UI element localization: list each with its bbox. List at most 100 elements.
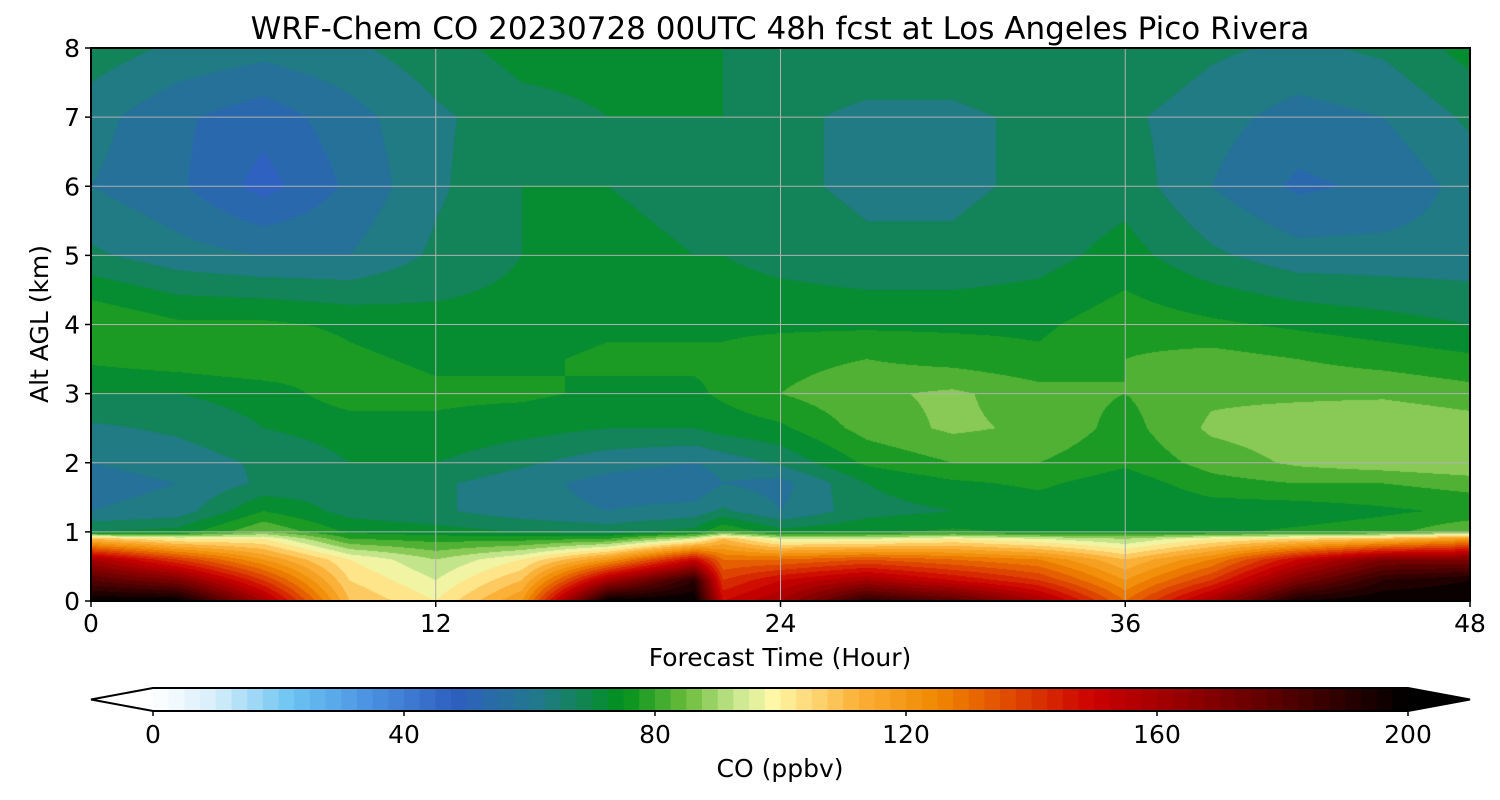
colorbar-bin [325,688,342,711]
colorbar-bin [1204,688,1221,711]
colorbar-bin [670,688,687,711]
colorbar-bin [937,688,954,711]
colorbar-bin [435,688,452,711]
colorbar-bin [874,688,891,711]
colorbar-bin [827,688,844,711]
colorbar-bin [1251,688,1268,711]
colorbar-bin [278,688,295,711]
colorbar-bin [404,688,421,711]
colorbar-bin [545,688,562,711]
colorbar-bin [231,688,248,711]
colorbar-bin [309,688,327,711]
colorbar-bin [1392,688,1409,711]
y-tick-label: 6 [64,172,80,201]
colorbar-bin [1376,688,1393,711]
x-axis-label: Forecast Time (Hour) [649,643,912,672]
colorbar-bin [953,688,970,711]
colorbar-tick-label: 120 [882,720,930,749]
colorbar-bin [200,688,217,711]
colorbar-bin [341,688,358,711]
colorbar-bin [482,688,499,711]
y-tick-label: 7 [64,103,80,132]
colorbar-bin [1219,688,1237,711]
colorbar-bin [717,688,735,711]
colorbar-extend-low [91,688,153,711]
colorbar-bin [1000,688,1017,711]
colorbar-bin [1078,688,1095,711]
colorbar-extend-high [1408,688,1470,711]
y-axis-label: Alt AGL (km) [25,245,54,403]
colorbar-tick-label: 160 [1133,720,1181,749]
colorbar-bin [560,688,578,711]
colorbar-bin [1141,688,1158,711]
colorbar-bin [984,688,1001,711]
colorbar-bin [811,688,829,711]
colorbar-bin [168,688,185,711]
colorbar-bin [639,688,656,711]
colorbar-bin [451,688,468,711]
colorbar-bin [1360,688,1378,711]
colorbar-bin [1329,688,1346,711]
colorbar: 0 40 80 120 160 200 [90,687,1471,749]
colorbar-bin [1109,688,1127,711]
y-tick-label: 8 [64,34,80,63]
colorbar-tick-label: 40 [388,720,420,749]
colorbar-bin [796,688,813,711]
colorbar-bin [764,688,782,711]
colorbar-bin [655,688,672,711]
colorbar-bin [1298,688,1315,711]
colorbar-bin [1313,688,1331,711]
x-tick-label: 48 [1454,609,1486,638]
colorbar-bin [388,688,405,711]
colorbar-bin [372,688,389,711]
colorbar-bin [1094,688,1111,711]
colorbar-bin [780,688,797,711]
colorbar-bin [702,688,719,711]
colorbar-bin [686,688,703,711]
chart-title: WRF-Chem CO 20230728 00UTC 48h fcst at L… [251,11,1310,47]
x-tick-label: 0 [83,609,99,638]
y-tick-label: 2 [64,449,80,478]
colorbar-bin [968,688,986,711]
colorbar-bin [906,688,923,711]
colorbar-bin [247,688,264,711]
colorbar-bin [1062,688,1080,711]
colorbar-bin [592,688,609,711]
colorbar-bin [1172,688,1189,711]
colorbar-bin [1235,688,1252,711]
colorbar-bin [262,688,280,711]
colorbar-bin [498,688,515,711]
colorbar-label: CO (ppbv) [717,754,844,783]
colorbar-tick-label: 200 [1384,720,1432,749]
colorbar-bin [890,688,907,711]
colorbar-bin [1125,688,1142,711]
colorbar-bin [1047,688,1064,711]
colorbar-bin [1157,688,1174,711]
x-tick-label: 36 [1109,609,1141,638]
y-tick-label: 3 [64,380,80,409]
colorbar-bin [356,688,374,711]
colorbar-bin [623,688,640,711]
colorbar-bin [529,688,546,711]
y-tick-label: 0 [64,587,80,616]
y-tick-label: 5 [64,241,80,270]
x-tick-label: 24 [765,609,797,638]
colorbar-bin [153,688,170,711]
colorbar-bin [1345,688,1362,711]
colorbar-bin [419,688,436,711]
colorbar-bin [921,688,938,711]
colorbar-bin [294,688,311,711]
colorbar-bin [576,688,593,711]
colorbar-bin [1282,688,1299,711]
y-tick-label: 4 [64,311,80,340]
colorbar-bin [184,688,201,711]
colorbar-bin [466,688,484,711]
colorbar-bin [513,688,531,711]
colorbar-bin [215,688,233,711]
colorbar-bin [1188,688,1205,711]
colorbar-tick-label: 80 [639,720,671,749]
colorbar-bin [843,688,860,711]
x-tick-label: 12 [420,609,452,638]
